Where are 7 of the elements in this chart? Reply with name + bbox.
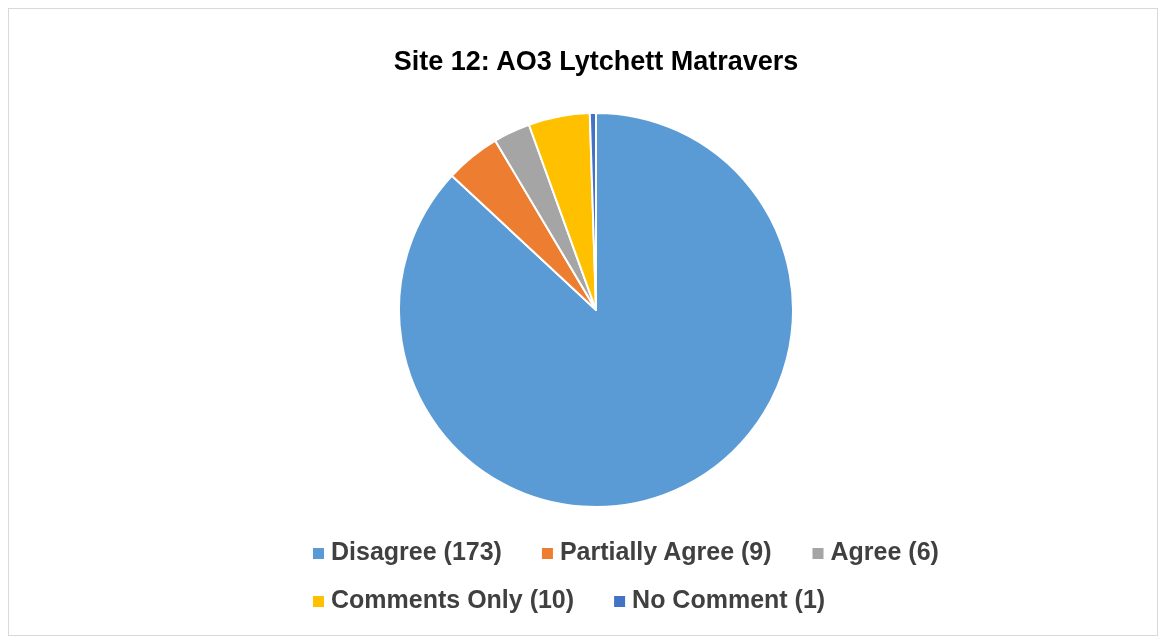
legend-label: Agree (6) [830, 537, 939, 565]
pie-slice [398, 112, 794, 508]
legend-label: No Comment (1) [632, 585, 826, 613]
chart-title: Site 12: AO3 Lytchett Matravers [393, 46, 799, 76]
legend-label: Comments Only (10) [331, 585, 575, 613]
legend-label: Disagree (173) [331, 537, 502, 565]
legend-label: Partially Agree (9) [559, 537, 772, 565]
